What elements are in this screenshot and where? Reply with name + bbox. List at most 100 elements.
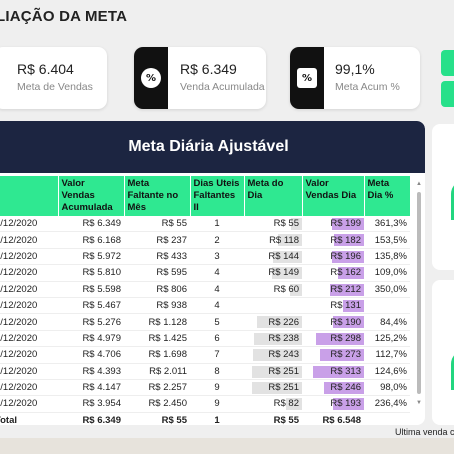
column-header-valor-vendas-acumulada[interactable]: Valor Vendas Acumulada [58,176,125,216]
nav-button-2[interactable] [441,81,454,107]
cell-meta-do-dia: R$ 251 [244,363,302,380]
cell-meta-faltante: R$ 1.425 [124,330,190,348]
cell-meta-faltante: R$ 2.257 [124,379,190,397]
meta-dia-bar [291,218,302,230]
cell-dias-uteis: 4 [190,264,244,282]
cell-text: R$ 193 [330,398,361,410]
cell-text: R$ 55 [273,218,299,230]
scrollbar-thumb[interactable] [417,192,421,394]
column-header-meta-dia-pct[interactable]: Meta Dia % [364,176,411,216]
cell-valor-vendas-dia: R$ 182 [302,231,364,249]
cell-meta-faltante: R$ 2.450 [124,395,190,413]
cell-text: R$ 313 [330,365,361,377]
cell-text: R$ 144 [268,250,299,262]
panel-title: Meta Diária Ajustável [128,138,289,155]
cell-valor-vendas-dia: R$ 199 [302,216,364,233]
vendas-dia-bar [330,283,364,296]
cell-meta-faltante: R$ 1.698 [124,346,190,364]
cell-meta-faltante: R$ 938 [124,297,190,315]
meta-dia-bar [253,349,302,362]
cell-meta-do-dia: R$ 82 [244,395,302,413]
money-bag-icon: % [141,68,161,88]
column-header-date[interactable]: e [0,176,59,216]
scroll-down-icon[interactable]: ▼ [416,400,422,406]
column-header-dias-uteis[interactable]: Dias Uteis Faltantes II [190,176,245,216]
kpi-label: Meta Acum % [335,81,400,93]
nav-button-1[interactable] [441,50,454,76]
kpi-value: 99,1% [335,61,375,77]
cell-meta-dia-pct: 84,4% [364,313,410,331]
table-header-row: e Valor Vendas Acumulada Meta Faltante n… [0,176,411,216]
kpi-icon-box: % [290,47,324,109]
column-header-meta-faltante[interactable]: Meta Faltante no Mês [124,176,191,216]
cell-meta-dia-pct: 153,5% [364,231,410,249]
cell-text: R$ 243 [268,349,299,361]
cell-meta-do-dia: R$ 55 [244,216,302,233]
kpi-label: Meta de Vendas [17,81,93,93]
column-header-meta-do-dia[interactable]: Meta do Dia [244,176,303,216]
vendas-dia-bar [332,250,364,263]
cell-meta-do-dia: R$ 238 [244,330,302,348]
kpi-value: R$ 6.349 [180,61,237,77]
meta-dia-bar [286,398,302,411]
cell-meta-faltante: R$ 55 [124,216,190,233]
cell-meta-do-dia: R$ 251 [244,379,302,397]
total-cell-dias-uteis: 1 [214,414,220,425]
cell-meta-faltante: R$ 2.011 [124,363,190,380]
cell-text: R$ 118 [269,234,299,246]
cell-text: R$ 196 [330,250,361,262]
cell-dias-uteis: 9 [190,379,244,397]
scroll-up-icon[interactable]: ▲ [416,181,422,187]
cell-date: 4/12/2020 [0,330,58,348]
meta-dia-bar [252,365,302,378]
cell-meta-faltante: R$ 595 [124,264,190,282]
cell-meta-dia-pct: 112,7% [364,346,410,364]
cell-text: R$ 149 [268,267,299,279]
cell-text: R$ 226 [268,316,299,328]
column-header-valor-vendas-dia[interactable]: Valor Vendas Dia [302,176,365,216]
table-total-row: Total R$ 6.349 R$ 55 1 R$ 55 R$ 6.548 [0,412,410,425]
cell-valor-acumulado: R$ 4.147 [58,379,124,397]
cell-meta-faltante: R$ 1.128 [124,313,190,331]
cell-date: 7/12/2020 [0,281,58,298]
cell-date: 9/12/2020 [0,248,58,266]
daily-goal-table: e Valor Vendas Acumulada Meta Faltante n… [0,176,411,425]
vendas-dia-bar [324,381,364,394]
cell-valor-vendas-dia: R$ 212 [302,281,364,298]
cell-valor-acumulado: R$ 6.168 [58,231,124,249]
kpi-icon-box: % [134,47,168,109]
cell-valor-acumulado: R$ 5.467 [58,297,124,315]
cell-valor-vendas-dia: R$ 298 [302,330,364,348]
kpi-card-meta-acum: % 99,1% Meta Acum % [290,47,420,109]
total-cell-meta-do-dia: R$ 55 [273,414,299,425]
cell-text: R$ 162 [330,267,361,279]
cell-valor-vendas-dia: R$ 196 [302,248,364,266]
cell-meta-do-dia: R$ 149 [244,264,302,282]
cell-meta-dia-pct: 236,4% [364,395,410,413]
cell-meta-do-dia: R$ 243 [244,346,302,364]
vendas-dia-bar [320,349,364,362]
cell-text: R$ 199 [330,218,361,230]
cell-meta-faltante: R$ 433 [124,248,190,266]
meta-dia-bar [252,381,302,394]
kpi-card-meta-vendas: R$ 6.404 Meta de Vendas [0,47,107,109]
cell-meta-dia-pct: 125,2% [364,330,410,348]
cell-meta-dia-pct: 109,0% [364,264,410,282]
cell-valor-acumulado: R$ 6.349 [58,216,124,233]
cell-text: R$ 131 [330,300,361,312]
meta-dia-bar [273,250,302,263]
cell-meta-do-dia: R$ 226 [244,313,302,331]
